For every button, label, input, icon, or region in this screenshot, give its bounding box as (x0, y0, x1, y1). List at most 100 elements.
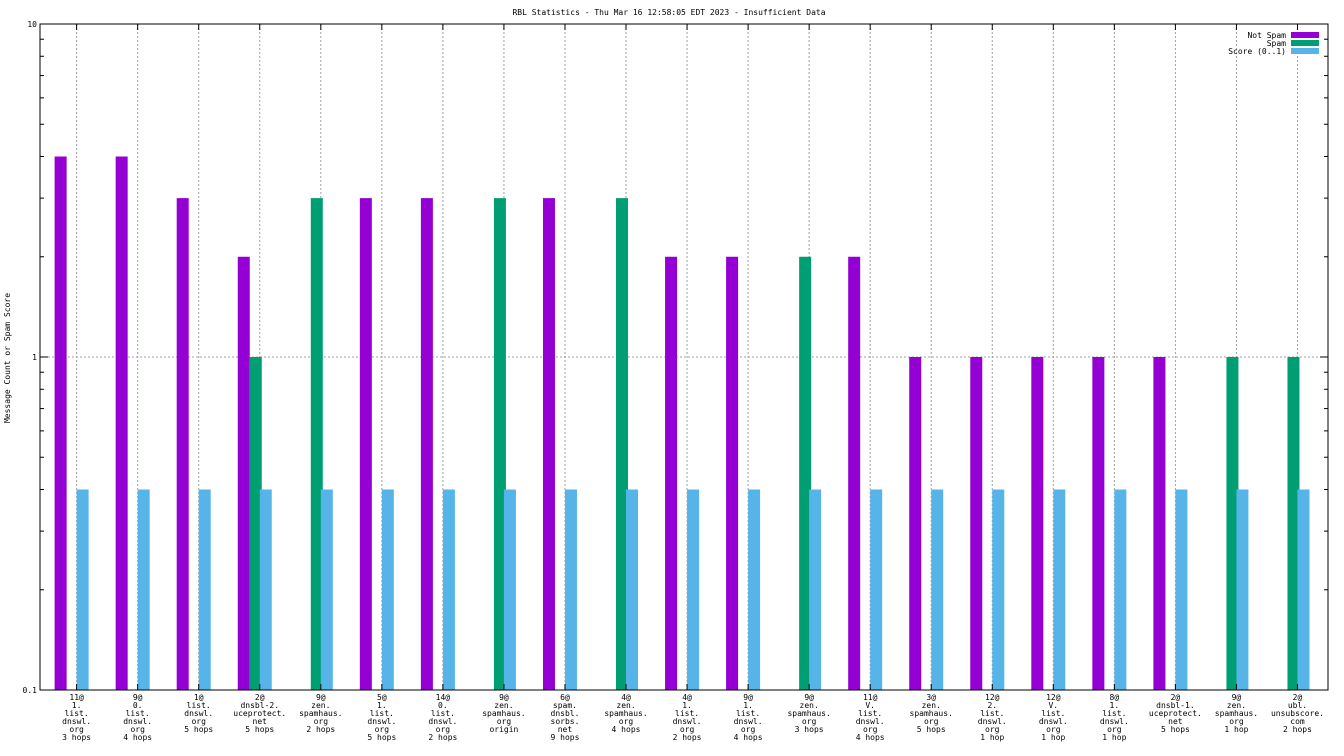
x-tick-label-line: 11@ (863, 693, 878, 702)
x-tick-label-line: 4 hops (734, 733, 763, 742)
x-tick-label-line: list. (65, 709, 89, 718)
x-tick-label-line: 1 hop (1041, 733, 1065, 742)
x-tick-label-line: 2@ (255, 693, 265, 702)
x-tick-label-line: zen. (922, 701, 941, 710)
bar (198, 489, 211, 690)
x-tick-label-line: 11@ (69, 693, 84, 702)
x-tick-label: 11@ V. list. dnswl. org 4 hops (856, 693, 885, 742)
x-tick-label-line: 2@ (1171, 693, 1181, 702)
x-tick-label-line: dnswl. (367, 717, 396, 726)
x-tick-label-line: 9@ (743, 693, 753, 702)
x-tick-label-line: dnswl. (184, 709, 213, 718)
y-tick-label: 0.1 (23, 686, 38, 695)
bar (1175, 489, 1188, 690)
x-tick-label: 14@ 0. list. dnswl. org 2 hops (428, 693, 457, 742)
x-tick-label-line: 2@ (1293, 693, 1303, 702)
x-tick-label-line: 5@ (377, 693, 387, 702)
x-tick-label-line: 1 hop (1224, 725, 1248, 734)
x-tick-label-line: 4 hops (856, 733, 885, 742)
x-tick-label-line: list. (1102, 709, 1126, 718)
legend-swatch (1291, 48, 1319, 54)
x-tick-label-line: zen. (1227, 701, 1246, 710)
bar (748, 489, 761, 690)
x-tick-label-line: 9@ (804, 693, 814, 702)
x-tick-label-line: 2 hops (1283, 725, 1312, 734)
bar (1031, 357, 1044, 690)
x-tick-label-line: zen. (311, 701, 330, 710)
legend-label: Spam (1267, 39, 1286, 48)
x-tick-label: 12@ 2. list. dnswl. org 1 hop (978, 693, 1007, 742)
bar (616, 198, 629, 690)
x-tick-label-line: 1. (743, 701, 753, 710)
x-tick-label-line: spamhaus. (482, 709, 525, 718)
y-axis-label: Message Count or Spam Score (3, 293, 12, 423)
x-tick-label-line: dnswl. (428, 717, 457, 726)
x-tick-label-line: org (69, 725, 84, 734)
bar (1287, 357, 1300, 690)
x-tick-label: 3@ zen. spamhaus. org 5 hops (910, 693, 953, 734)
x-tick-label-line: org (863, 725, 878, 734)
x-tick-label: 9@ zen. spamhaus. org 1 hop (1215, 693, 1258, 734)
x-tick-label-line: 6@ (560, 693, 570, 702)
x-tick-label-line: org (375, 725, 390, 734)
x-tick-label-line: 5 hops (367, 733, 396, 742)
x-tick-label-line: zen. (616, 701, 635, 710)
x-tick-label-line: 9@ (133, 693, 143, 702)
y-tick-label: 10 (27, 20, 37, 29)
x-tick-label: 9@ zen. spamhaus. org 2 hops (299, 693, 342, 734)
bar (1226, 357, 1239, 690)
x-tick-label-line: net (253, 717, 268, 726)
bar (726, 256, 739, 690)
x-tick-label-line: list. (1041, 709, 1065, 718)
x-tick-label-line: 5 hops (917, 725, 946, 734)
x-tick-label-line: zen. (800, 701, 819, 710)
bar (970, 357, 983, 690)
bar (381, 489, 394, 690)
x-tick-label-line: spam. (553, 701, 577, 710)
x-tick-label-line: 1 hop (1102, 733, 1126, 742)
x-tick-label-line: 2 hops (306, 725, 335, 734)
bar (931, 489, 944, 690)
x-tick-label-line: org (436, 725, 451, 734)
x-tick-label-line: 1. (1110, 701, 1120, 710)
x-tick-label-line: 12@ (1046, 693, 1061, 702)
x-tick-label-line: dnswl. (734, 717, 763, 726)
x-tick-label-line: 0. (438, 701, 448, 710)
x-tick-label-line: spamhaus. (604, 709, 647, 718)
bar (909, 357, 922, 690)
x-tick-label: 9@ zen. spamhaus. org 3 hops (787, 693, 830, 734)
x-tick-label-line: 12@ (985, 693, 1000, 702)
x-tick-label-line: org (924, 717, 939, 726)
x-tick-label: 9@ zen. spamhaus. org origin (482, 693, 525, 734)
x-tick-label-line: dnsbl. (551, 709, 580, 718)
bar (310, 198, 323, 690)
x-tick-label: 2@ dnsbl-2. uceprotect. net 5 hops (233, 693, 286, 734)
chart-title: RBL Statistics - Thu Mar 16 12:58:05 EDT… (512, 8, 825, 17)
x-tick-label-line: 1 hop (980, 733, 1004, 742)
x-tick-label-line: list. (858, 709, 882, 718)
legend-swatch (1291, 32, 1319, 38)
x-tick-label-line: org (191, 717, 206, 726)
x-tick-label-line: dnswl. (1039, 717, 1068, 726)
bar (1092, 357, 1105, 690)
x-tick-label-line: org (741, 725, 756, 734)
x-tick-label: 5@ 1. list. dnswl. org 5 hops (367, 693, 396, 742)
x-tick-label-line: org (802, 717, 817, 726)
x-tick-label-line: 9@ (1232, 693, 1242, 702)
x-tick-label-line: 2 hops (428, 733, 457, 742)
x-tick-label-line: list. (675, 709, 699, 718)
bar (1297, 489, 1310, 690)
x-tick-label-line: 9 hops (551, 733, 580, 742)
x-tick-label: 2@ ubl. unsubscore. com 2 hops (1271, 693, 1324, 734)
x-tick-label-line: uceprotect. (233, 709, 286, 718)
x-tick-label: 12@ V. list. dnswl. org 1 hop (1039, 693, 1068, 742)
x-tick-label-line: 3 hops (62, 733, 91, 742)
x-tick-label-line: dnsbl-2. (240, 701, 279, 710)
x-tick-label-line: 4@ (621, 693, 631, 702)
bar (259, 489, 272, 690)
x-tick-label-line: org (619, 717, 634, 726)
x-tick-label-line: V. (1048, 701, 1058, 710)
x-tick-label: 4@ 1. list. dnswl. org 2 hops (673, 693, 702, 742)
